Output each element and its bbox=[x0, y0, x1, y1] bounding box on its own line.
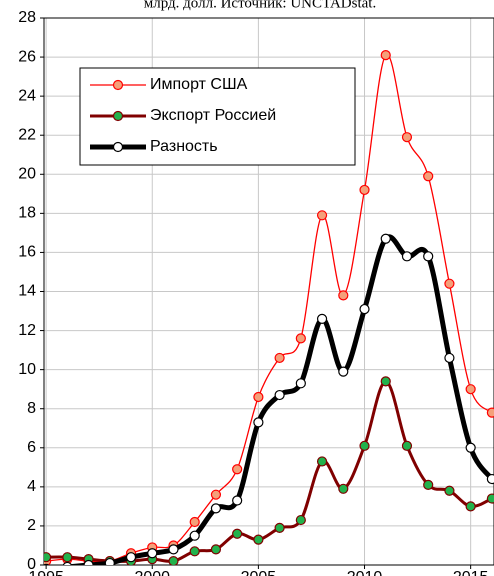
marker bbox=[189, 546, 200, 557]
legend-marker bbox=[112, 79, 124, 91]
marker bbox=[338, 483, 349, 494]
plot-frame bbox=[43, 17, 494, 566]
marker bbox=[444, 485, 455, 496]
y-tick-label: 22 bbox=[18, 126, 36, 143]
marker bbox=[232, 495, 243, 506]
marker bbox=[316, 456, 328, 467]
marker bbox=[316, 210, 328, 221]
marker bbox=[232, 528, 243, 539]
marker bbox=[62, 552, 73, 563]
x-tick-label: 2005 bbox=[241, 569, 277, 576]
marker bbox=[253, 534, 264, 545]
marker bbox=[359, 440, 370, 451]
marker bbox=[465, 501, 476, 512]
marker bbox=[316, 313, 328, 324]
marker bbox=[168, 555, 179, 565]
marker bbox=[83, 559, 94, 565]
y-tick-label: 10 bbox=[18, 361, 36, 378]
y-tick-label: 26 bbox=[18, 48, 36, 65]
marker bbox=[62, 561, 73, 565]
marker bbox=[380, 233, 391, 244]
legend-label: Разность bbox=[150, 138, 218, 155]
marker bbox=[295, 333, 306, 344]
marker bbox=[359, 184, 370, 196]
y-tick-label: 6 bbox=[27, 439, 36, 456]
y-tick-label: 12 bbox=[18, 322, 36, 339]
legend-label: Импорт США bbox=[150, 76, 248, 93]
marker bbox=[253, 417, 264, 428]
marker bbox=[380, 50, 391, 61]
marker bbox=[210, 489, 222, 500]
marker bbox=[380, 376, 391, 387]
x-tick-label: 2000 bbox=[134, 569, 170, 576]
marker bbox=[295, 378, 306, 389]
legend-label: Экспорт Россией bbox=[150, 107, 276, 124]
marker bbox=[274, 389, 285, 401]
y-tick-label: 28 bbox=[18, 9, 36, 26]
x-tick-label: 1995 bbox=[28, 569, 64, 576]
y-tick-label: 14 bbox=[18, 283, 36, 300]
marker bbox=[338, 290, 349, 301]
marker bbox=[189, 530, 200, 541]
marker bbox=[338, 366, 349, 377]
y-tick-label: 8 bbox=[27, 400, 36, 417]
marker bbox=[168, 544, 179, 555]
y-tick-label: 0 bbox=[27, 556, 36, 573]
marker bbox=[423, 479, 434, 491]
marker bbox=[465, 384, 476, 395]
marker bbox=[486, 407, 494, 418]
marker bbox=[486, 493, 494, 504]
y-tick-label: 20 bbox=[18, 166, 36, 183]
marker bbox=[401, 251, 413, 262]
y-tick-label: 2 bbox=[27, 517, 36, 534]
marker bbox=[465, 442, 476, 453]
marker bbox=[444, 352, 455, 364]
marker bbox=[486, 473, 494, 485]
marker bbox=[444, 278, 455, 289]
marker bbox=[253, 391, 264, 403]
y-tick-label: 4 bbox=[27, 478, 36, 495]
marker bbox=[423, 251, 434, 262]
marker bbox=[147, 548, 158, 559]
x-tick-label: 2015 bbox=[453, 569, 489, 576]
marker bbox=[44, 552, 52, 563]
legend-marker bbox=[112, 110, 124, 122]
series-line bbox=[61, 234, 494, 565]
marker bbox=[232, 464, 243, 475]
marker bbox=[401, 440, 413, 451]
marker bbox=[274, 522, 285, 533]
chart-subtitle: млрд. долл. Источник: UNCTADstat. bbox=[144, 0, 376, 11]
marker bbox=[295, 514, 306, 526]
marker bbox=[274, 352, 285, 364]
y-tick-label: 16 bbox=[18, 244, 36, 261]
y-tick-label: 24 bbox=[18, 87, 36, 104]
marker bbox=[359, 303, 370, 315]
marker bbox=[189, 516, 200, 528]
y-tick-label: 18 bbox=[18, 205, 36, 222]
x-tick-label: 2010 bbox=[347, 569, 383, 576]
marker bbox=[423, 171, 434, 182]
legend-marker bbox=[112, 141, 124, 153]
marker bbox=[210, 503, 222, 514]
marker bbox=[401, 132, 413, 143]
marker bbox=[44, 563, 50, 565]
marker bbox=[125, 552, 137, 563]
marker bbox=[210, 544, 222, 555]
marker bbox=[104, 557, 115, 565]
